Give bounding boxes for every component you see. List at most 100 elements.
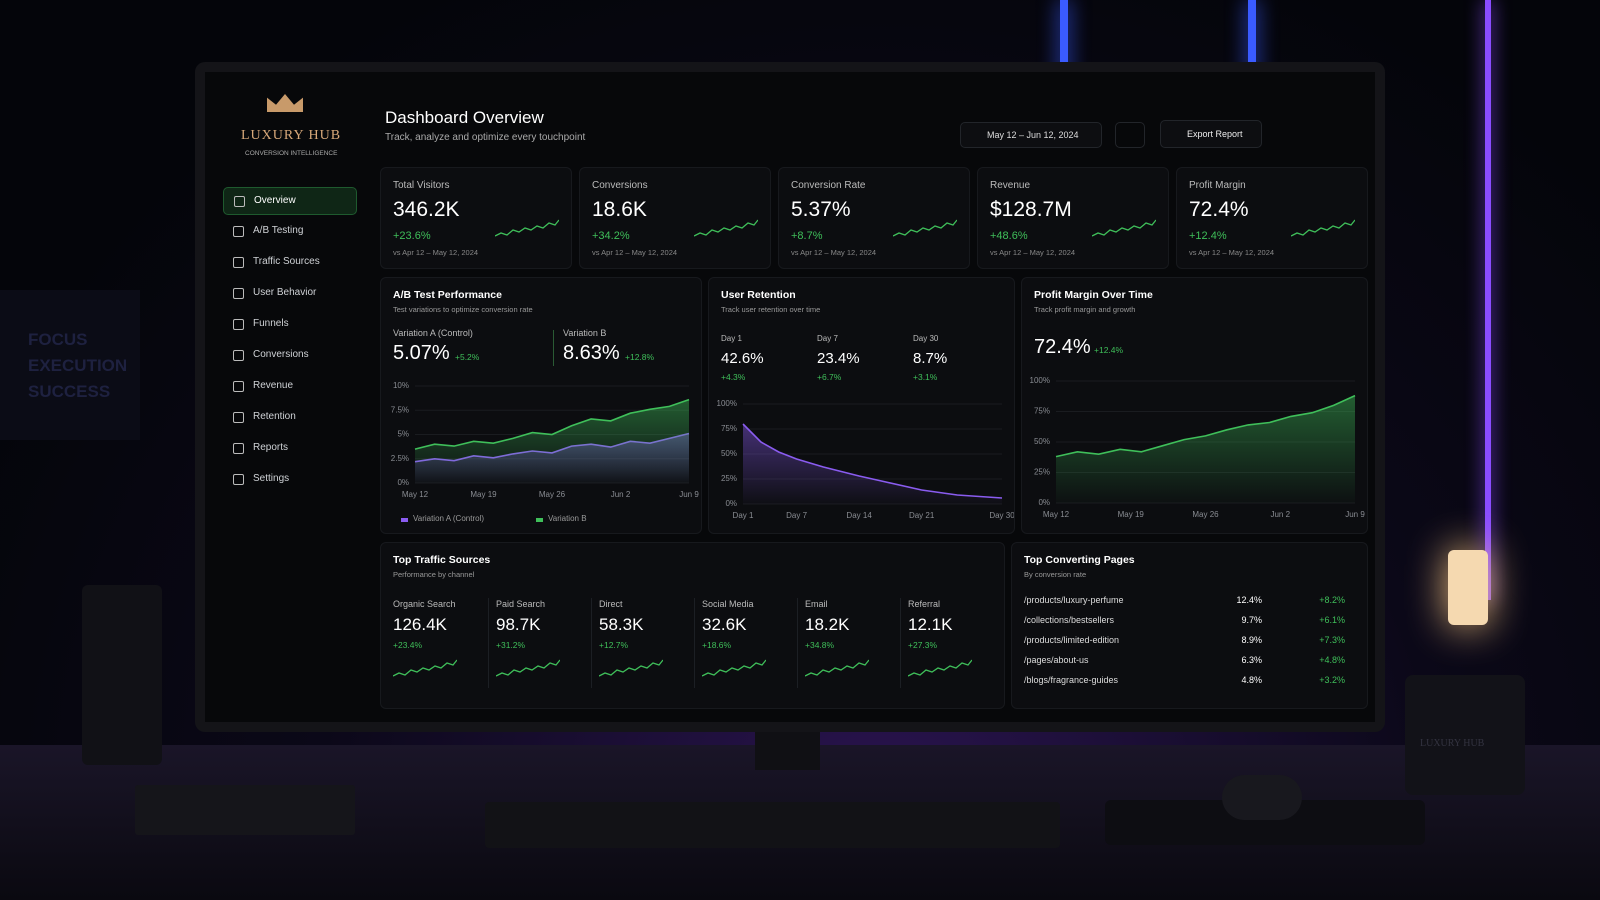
nav-item[interactable]: Conversions [223, 342, 355, 368]
sparkline-line [496, 659, 560, 677]
x-tick-label: Day 21 [909, 511, 935, 520]
page-rate: 6.3% [1241, 655, 1262, 665]
page-path: /blogs/fragrance-guides [1024, 675, 1119, 685]
page-subtitle: Track, analyze and optimize every touchp… [385, 132, 586, 143]
x-tick-label: May 26 [539, 490, 566, 499]
stat-change: +12.4% [1094, 345, 1124, 355]
stat-name: Variation B [563, 328, 607, 338]
panel-subtitle: By conversion rate [1024, 570, 1087, 579]
panel-subtitle: Track user retention over time [721, 305, 821, 314]
nav-item[interactable]: Settings [223, 466, 355, 492]
panel-subtitle: Test variations to optimize conversion r… [393, 305, 533, 314]
sparkline-line [805, 659, 869, 677]
date-button[interactable]: May 12 – Jun 12, 2024 [960, 122, 1102, 148]
nav-label: Reports [253, 442, 289, 453]
page-change: +6.1% [1319, 615, 1345, 625]
stand [755, 725, 820, 770]
stat-name: Variation A (Control) [393, 328, 473, 338]
kpi-card: Total Visitors 346.2K +23.6% vs Apr 12 – Ma… [380, 167, 572, 269]
nav-item[interactable]: Funnels [223, 311, 355, 337]
pen-cup [82, 585, 162, 765]
nav-item[interactable]: Overview [223, 187, 357, 215]
divider [591, 598, 592, 688]
stat-value: 23.4% [817, 350, 860, 367]
nav-item[interactable]: A/B Testing [223, 218, 355, 244]
kpi-value: 5.37% [791, 198, 851, 221]
export-label: Export Report [1187, 129, 1243, 139]
kpi-period: vs Apr 12 – May 12, 2024 [393, 248, 479, 257]
kpi-card: Conversion Rate 5.37% +8.7% vs Apr 12 – May… [778, 167, 970, 269]
neon [1485, 0, 1491, 600]
page-title: Dashboard Overview [385, 108, 544, 127]
mug [1405, 675, 1525, 795]
page-change: +3.2% [1319, 675, 1345, 685]
pages-panel: Top Converting Pages By conversion rate/p… [1011, 542, 1368, 709]
neon [1248, 0, 1256, 80]
x-tick-label: Day 30 [989, 511, 1014, 520]
bell-button[interactable] [1115, 122, 1145, 148]
source-name: Direct [599, 599, 623, 609]
poster-text: EXECUTION [28, 356, 128, 375]
kpi-period: vs Apr 12 – May 12, 2024 [592, 248, 678, 257]
kpi-value: 346.2K [393, 198, 460, 221]
x-tick-label: May 26 [1192, 510, 1219, 519]
area [415, 399, 689, 483]
stat-name: Day 30 [913, 334, 939, 343]
stat-change: +4.3% [721, 372, 746, 382]
sparkline [496, 659, 560, 677]
nav-item[interactable]: Traffic Sources [223, 249, 355, 275]
stat-change: +5.2% [455, 352, 480, 362]
screen: LUXURY HUB CONVERSION INTELLIGENCE Overvie… [205, 72, 1375, 722]
brand: LUXURY HUB [241, 128, 342, 143]
y-tick-label: 100% [717, 399, 737, 408]
poster-text: FOCUS [28, 330, 88, 349]
chart: 0% 25% 50% 75% 100% May 12 May 19 May 26 Jun 2 Ju… [1030, 376, 1366, 519]
sparkline-line [599, 659, 663, 677]
source-value: 12.1K [908, 615, 953, 634]
source-change: +31.2% [496, 640, 526, 650]
source-change: +18.6% [702, 640, 732, 650]
nav-label: A/B Testing [253, 225, 304, 236]
export-button[interactable]: Export Report [1160, 120, 1262, 148]
divider [694, 598, 695, 688]
source-value: 18.2K [805, 615, 850, 634]
source-change: +12.7% [599, 640, 629, 650]
sparkline [495, 219, 559, 237]
kpi-change: +48.6% [990, 230, 1028, 242]
x-tick-label: May 19 [1118, 510, 1145, 519]
sparkline-line [495, 219, 559, 237]
stat-change: +3.1% [913, 372, 938, 382]
nav-item[interactable]: User Behavior [223, 280, 355, 306]
legend-label: Variation A (Control) [413, 514, 484, 523]
area [743, 424, 1002, 504]
x-tick-label: Jun 9 [1345, 510, 1365, 519]
y-tick-label: 5% [397, 430, 409, 439]
kpi-value: 18.6K [592, 198, 647, 221]
stat-value: 42.6% [721, 350, 764, 367]
line [742, 423, 1003, 499]
legend-label: Variation B [548, 514, 587, 523]
y-tick-label: 100% [1030, 376, 1050, 385]
source-change: +27.3% [908, 640, 938, 650]
source-name: Referral [908, 599, 941, 609]
sparkline-line [694, 219, 758, 237]
y-tick-label: 0% [725, 499, 737, 508]
nav-item[interactable]: Reports [223, 435, 355, 461]
chart: 0% 2.5% 5% 7.5% 10% May 12 May 19 May 26 Jun 2 Ju… [391, 381, 700, 499]
kpi-period: vs Apr 12 – May 12, 2024 [791, 248, 877, 257]
source-change: +23.4% [393, 640, 423, 650]
panel-title: Profit Margin Over Time [1034, 289, 1153, 301]
y-tick-label: 0% [397, 478, 409, 487]
panel-title: Top Converting Pages [1024, 554, 1135, 566]
stat-name: Day 7 [817, 334, 838, 343]
x-tick-label: Day 14 [846, 511, 872, 520]
nav-item[interactable]: Retention [223, 404, 355, 430]
legend-swatch [401, 518, 408, 522]
date-range: May 12 – Jun 12, 2024 [987, 130, 1079, 140]
chart: 0% 25% 50% 75% 100% Day 1 Day 7 Day 14 Day 21 Day… [717, 399, 1014, 520]
sparkline-line [908, 659, 972, 677]
sparkline [599, 659, 663, 677]
nav-item[interactable]: Revenue [223, 373, 355, 399]
kpi-value: 72.4% [1189, 198, 1249, 221]
